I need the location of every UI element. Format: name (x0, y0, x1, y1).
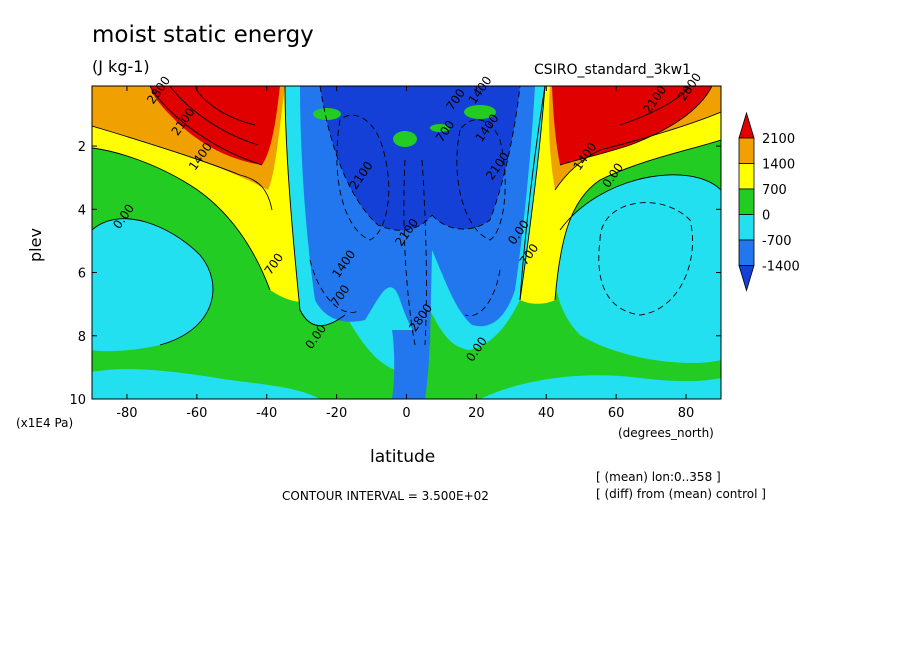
axes-layer: -80 -60 -40 -20 0 20 40 60 80 2 4 6 8 10 (69, 86, 721, 421)
y-tick-label: 4 (78, 203, 86, 218)
colorbar-swatch (738, 239, 755, 266)
x-tick-label: -80 (116, 406, 137, 421)
x-tick-label: 40 (538, 406, 555, 421)
colorbar-label: -700 (762, 234, 792, 249)
note-diff: [ (diff) from (mean) control ] (596, 487, 766, 501)
y-axis-units: (x1E4 Pa) (16, 416, 74, 430)
colorbar-swatch (738, 265, 755, 292)
colorbar-label: -1400 (762, 260, 800, 275)
note-mean: [ (mean) lon:0..358 ] (596, 470, 721, 484)
x-tick-label: 0 (402, 406, 410, 421)
model-label: CSIRO_standard_3kw1 (534, 62, 692, 78)
colorbar-swatch (738, 137, 755, 164)
y-tick-label: 8 (78, 330, 86, 345)
x-tick-label: 80 (678, 406, 695, 421)
chart-title: moist static energy (92, 22, 314, 48)
colorbar-swatch (738, 214, 755, 241)
contour-interval: CONTOUR INTERVAL = 3.500E+02 (282, 489, 489, 503)
chart-units: (J kg-1) (92, 57, 150, 76)
x-axis-label: latitude (370, 447, 436, 467)
x-tick-label: 60 (608, 406, 625, 421)
x-tick-label: 20 (468, 406, 485, 421)
colorbar: 2100 1400 700 0 -700 -1400 (738, 111, 800, 292)
contour-fill-layer (92, 86, 721, 399)
colorbar-label: 700 (762, 183, 787, 198)
colorbar-label: 2100 (762, 132, 795, 147)
colorbar-swatch (738, 111, 755, 139)
colorbar-label: 0 (762, 209, 770, 224)
x-tick-label: -60 (186, 406, 207, 421)
x-axis-units: (degrees_north) (618, 426, 714, 440)
x-tick-label: -20 (326, 406, 347, 421)
x-tick-label: -40 (256, 406, 277, 421)
contour-line-layer (92, 86, 721, 346)
colorbar-swatch (738, 188, 755, 215)
negative-contour-layer (309, 86, 693, 346)
y-tick-label: 2 (78, 140, 86, 155)
colorbar-label: 1400 (762, 158, 795, 173)
y-tick-label: 10 (69, 393, 86, 408)
y-tick-label: 6 (78, 267, 86, 282)
colorbar-swatch (738, 163, 755, 190)
